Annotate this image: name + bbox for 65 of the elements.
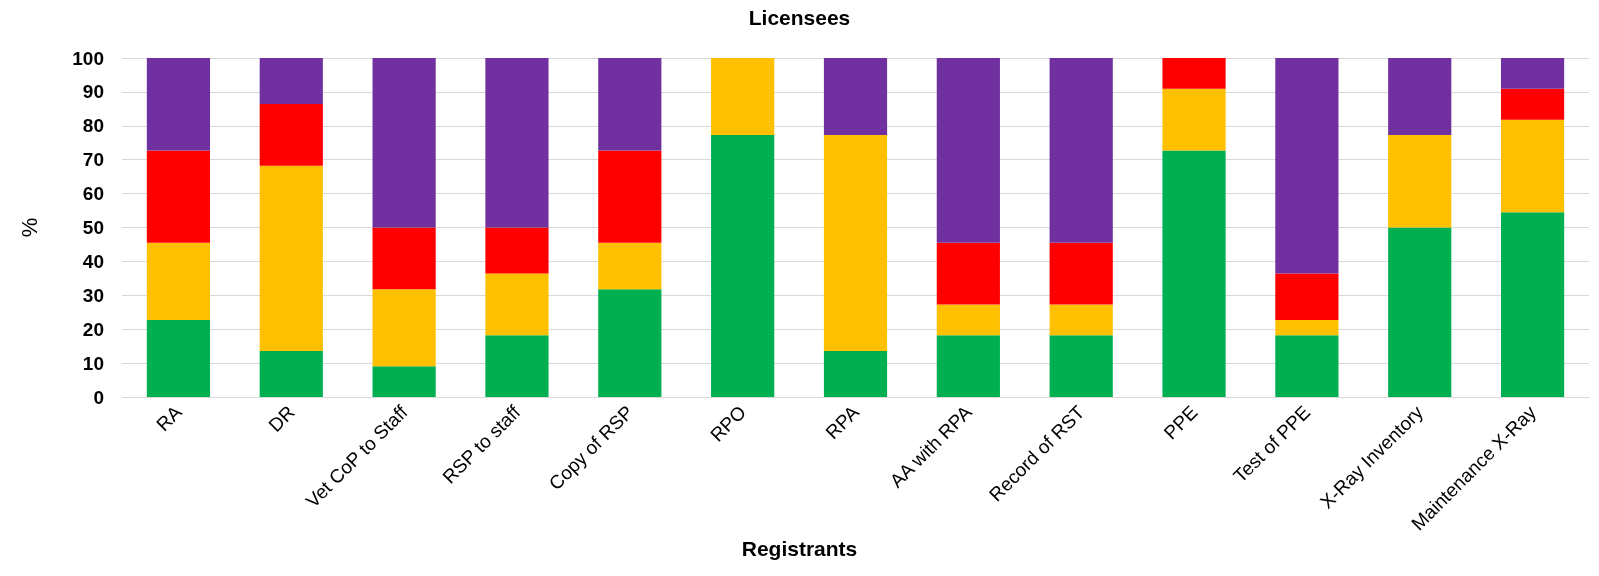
y-tick-label: 30 — [82, 284, 104, 306]
y-tick-label: 20 — [82, 318, 104, 340]
bar — [1162, 88, 1226, 151]
bar — [1388, 227, 1452, 397]
y-tick-label: 10 — [82, 352, 104, 374]
bar — [372, 227, 436, 290]
x-tick-label: DR — [264, 401, 299, 436]
bar — [259, 58, 323, 105]
bar — [711, 134, 775, 397]
bar — [1049, 58, 1113, 243]
x-tick-label: RA — [152, 401, 187, 436]
bar — [598, 289, 662, 397]
bar — [1275, 273, 1339, 321]
bar — [485, 335, 549, 397]
bar — [146, 58, 211, 151]
bar — [372, 289, 436, 367]
bar — [1275, 58, 1339, 274]
bar — [1275, 320, 1339, 336]
bar — [1500, 212, 1565, 397]
y-tick-label: 80 — [82, 115, 104, 137]
bar — [372, 58, 436, 228]
bar — [936, 304, 1000, 336]
bar — [259, 104, 323, 166]
bar — [936, 58, 1000, 243]
bar — [1388, 58, 1452, 135]
bar — [1162, 58, 1226, 89]
bar — [485, 58, 549, 228]
bar — [485, 227, 549, 274]
bar — [259, 350, 323, 397]
y-tick-label: 90 — [82, 81, 104, 103]
bar — [1388, 134, 1452, 228]
bar — [823, 134, 888, 351]
bar — [146, 242, 211, 321]
bar — [1500, 119, 1565, 213]
y-tick-label: 70 — [82, 149, 104, 171]
bar — [598, 150, 662, 243]
bar — [598, 242, 662, 290]
bar — [598, 58, 662, 151]
bar — [936, 242, 1000, 305]
bar — [372, 366, 436, 397]
bar — [823, 350, 888, 397]
chart-title: Licensees — [748, 6, 851, 29]
bar — [823, 58, 888, 135]
bar — [936, 335, 1000, 397]
y-tick-label: 50 — [82, 217, 104, 238]
text: Registrants — [741, 537, 858, 560]
bar — [1500, 58, 1565, 89]
bar — [485, 273, 549, 336]
bar — [1049, 304, 1113, 336]
y-tick-label: 60 — [82, 183, 104, 205]
y-axis-title: % — [16, 217, 42, 238]
bar — [711, 58, 775, 135]
bar — [259, 165, 323, 351]
x-tick-label: RPA — [821, 401, 864, 444]
x-tick-label: AA with RPA — [885, 401, 976, 492]
y-tick-label: 40 — [82, 250, 104, 272]
bar — [1049, 242, 1113, 305]
bar — [1049, 335, 1113, 397]
y-tick-label: 0 — [93, 386, 104, 408]
bar — [1275, 335, 1339, 397]
y-tick-label: 100 — [72, 47, 104, 69]
bar — [1162, 150, 1226, 397]
bar — [146, 320, 211, 397]
bar — [146, 150, 211, 243]
bar — [1500, 88, 1565, 120]
